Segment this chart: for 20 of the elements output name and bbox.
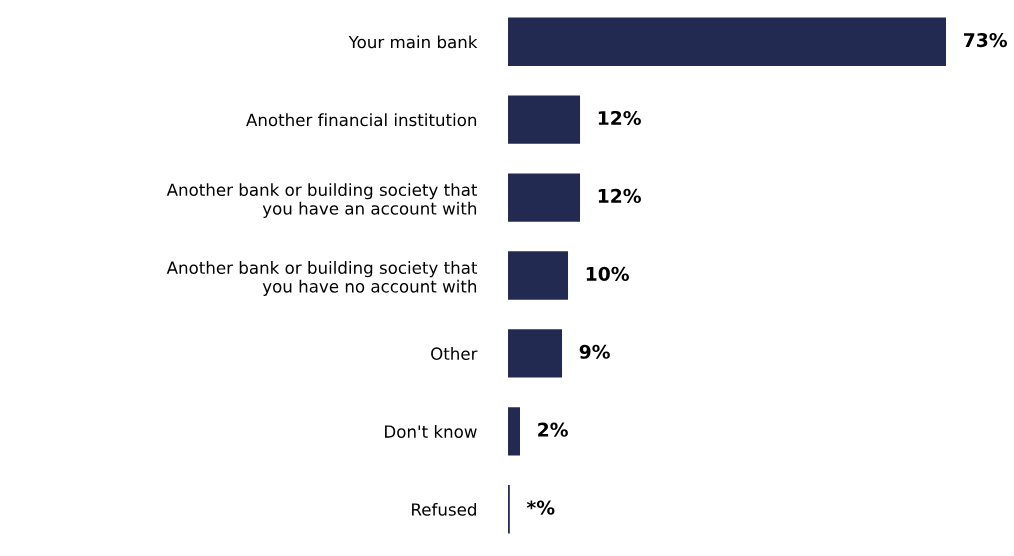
bar — [508, 251, 569, 300]
bar — [508, 407, 521, 456]
bar — [508, 329, 563, 378]
y-tick-label: Other — [431, 347, 478, 360]
data-label: 9% — [579, 344, 610, 359]
y-tick-label: Another bank or building society that you have no account with — [166, 261, 478, 296]
bar — [508, 17, 947, 66]
y-tick-label: Don't know — [385, 425, 477, 438]
y-tick-label: Your main bank — [348, 35, 478, 49]
y-tick-label: Another financial institution — [246, 113, 477, 127]
data-label: *% — [526, 500, 555, 515]
data-label: 10% — [586, 266, 629, 281]
bar — [508, 173, 581, 222]
y-tick-label: Another bank or building society that you have an account with — [166, 183, 478, 218]
data-label: 73% — [963, 33, 1008, 48]
data-label: 2% — [538, 422, 568, 437]
bar — [508, 95, 581, 144]
data-label: 12% — [598, 110, 641, 126]
y-tick-label: Refused — [412, 502, 476, 516]
data-label: 12% — [598, 188, 641, 204]
